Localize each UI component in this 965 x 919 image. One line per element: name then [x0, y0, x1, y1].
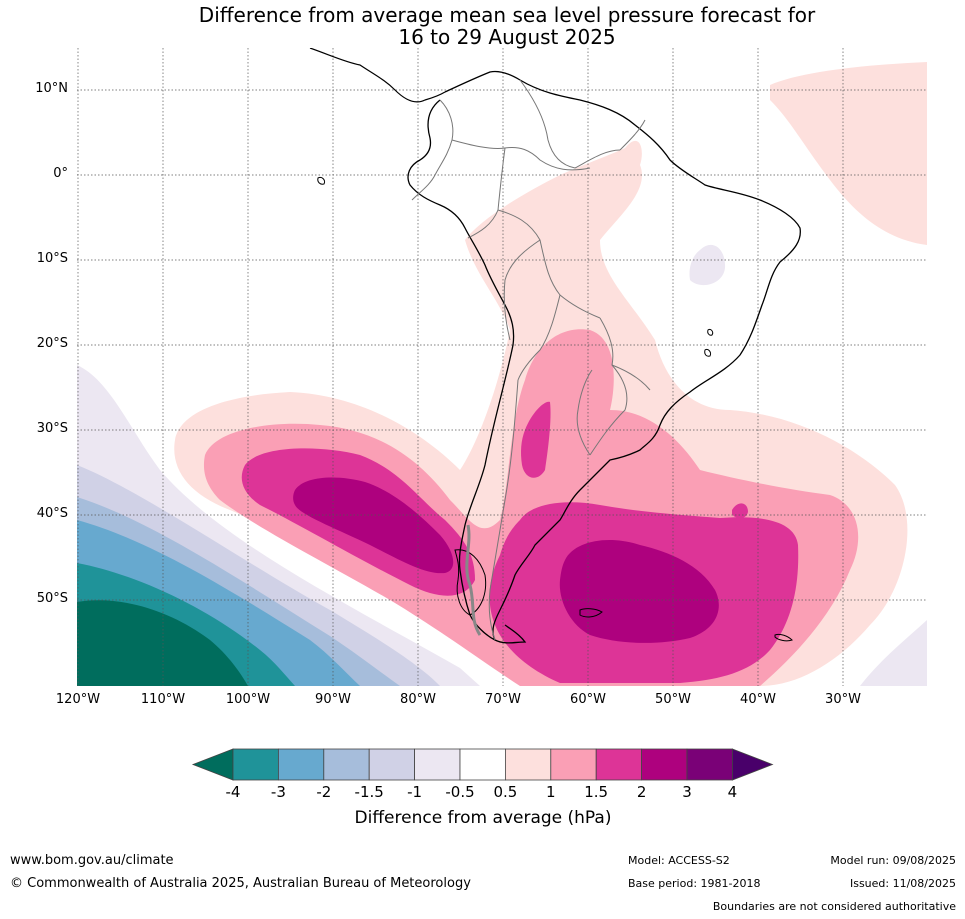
longitude-label: 40°W	[740, 692, 776, 707]
latitude-label: 40°S	[36, 506, 68, 521]
chile-fjords	[465, 524, 482, 636]
colorbar-tick-label: -0.5	[445, 783, 475, 801]
colorbar-tick-label: 1	[546, 783, 556, 801]
footer-base-period: Base period: 1981-2018	[628, 877, 761, 890]
colorbar-swatch	[323, 748, 370, 781]
longitude-label: 60°W	[570, 692, 606, 707]
title-line-1: Difference from average mean sea level p…	[198, 3, 816, 27]
latitude-label: 20°S	[36, 336, 68, 351]
latitude-label: 0°	[53, 166, 68, 181]
latitude-label: 10°S	[36, 251, 68, 266]
footer-model: Model: ACCESS-S2	[628, 854, 730, 867]
contour-neg-4	[77, 600, 248, 686]
colorbar-extend-high	[732, 748, 774, 781]
longitude-label: 80°W	[400, 692, 436, 707]
colorbar-swatch	[459, 748, 506, 781]
colorbar-tick-label: -1.5	[354, 783, 384, 801]
colorbar-tick-label: 0.5	[493, 783, 518, 801]
latitude-label: 30°S	[36, 421, 68, 436]
title-line-2: 16 to 29 August 2025	[398, 25, 616, 49]
longitude-label: 90°W	[315, 692, 351, 707]
chart-title: Difference from average mean sea level p…	[0, 4, 965, 48]
colorbar-swatch	[550, 748, 597, 781]
contour-pos-1.5-south-america	[521, 401, 551, 478]
footer-copyright: © Commonwealth of Australia 2025, Austra…	[10, 876, 471, 891]
contour-neg-brazil	[689, 244, 726, 286]
colorbar-swatch	[232, 748, 279, 781]
colorbar-tick-label: -2	[316, 783, 332, 801]
colorbar-label: Difference from average (hPa)	[354, 808, 612, 828]
longitude-label: 70°W	[485, 692, 521, 707]
colorbar-tick-label: -3	[270, 783, 286, 801]
latitude-label: 50°S	[36, 591, 68, 606]
colorbar-extend-low	[191, 748, 234, 781]
longitude-label: 110°W	[140, 692, 186, 707]
longitude-label: 50°W	[655, 692, 691, 707]
longitude-label: 120°W	[55, 692, 101, 707]
colorbar-swatch	[641, 748, 688, 781]
contour-pos-0.5-ne	[770, 62, 927, 245]
colorbar-swatch	[414, 748, 461, 781]
footer-website[interactable]: www.bom.gov.au/climate	[10, 853, 174, 868]
footer-issued: Issued: 11/08/2025	[849, 877, 956, 890]
colorbar-swatch	[504, 748, 552, 781]
contour-neg-se	[860, 620, 927, 686]
colorbar-tick-label: -4	[225, 783, 241, 801]
colorbar-tick-label: 1.5	[584, 783, 609, 801]
contour-pos-2-east	[559, 540, 719, 643]
colorbar-tick-label: 2	[636, 783, 647, 801]
contour-pos-2-west	[293, 477, 454, 574]
colorbar	[191, 748, 774, 781]
country-borders	[411, 79, 651, 641]
footer-disclaimer: Boundaries are not considered authoritat…	[712, 900, 956, 913]
longitude-label: 100°W	[225, 692, 271, 707]
colorbar-swatch	[368, 748, 416, 781]
contour-pos-1.5-small	[732, 503, 748, 519]
footer-model-run: Model run: 09/08/2025	[830, 854, 956, 867]
colorbar-swatch	[277, 748, 325, 781]
colorbar-swatch	[686, 748, 733, 781]
colorbar-tick-label: 4	[727, 783, 738, 801]
coastline-central-america	[309, 48, 446, 103]
graticule	[77, 48, 927, 686]
colorbar-tick-label: 3	[682, 783, 692, 801]
islands	[317, 177, 793, 642]
longitude-label: 30°W	[825, 692, 861, 707]
colorbar-swatch	[595, 748, 643, 781]
colorbar-tick-label: -1	[407, 783, 423, 801]
latitude-label: 10°N	[35, 81, 68, 96]
